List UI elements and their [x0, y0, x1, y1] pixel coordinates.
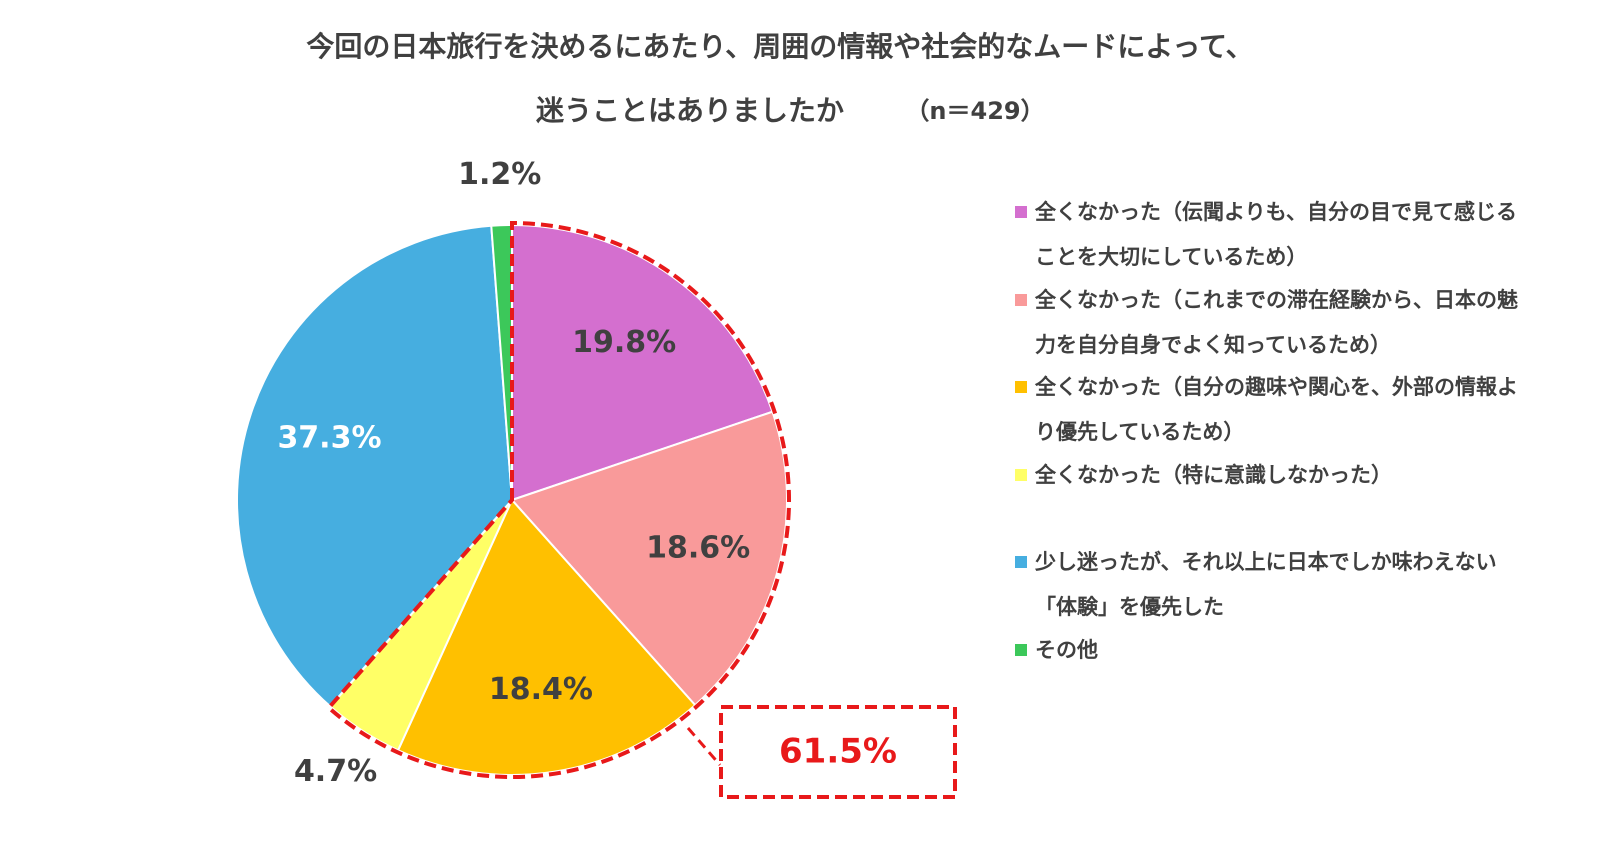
legend-swatch	[1015, 206, 1027, 218]
legend-label: 全くなかった（これまでの滞在経験から、日本の魅力を自分自身でよく知っているため）	[1035, 287, 1518, 357]
highlight-outline	[325, 220, 791, 779]
pie-slice	[235, 224, 514, 708]
legend-label: 全くなかった（伝聞よりも、自分の目で見て感じることを大切にしているため）	[1035, 200, 1517, 269]
legend-item: 全くなかった（伝聞よりも、自分の目で見て感じることを大切にしているため）	[1015, 190, 1525, 280]
chart-title: 今回の日本旅行を決めるにあたり、周囲の情報や社会的なムードによって、	[306, 30, 1253, 63]
legend-label: 全くなかった（自分の趣味や関心を、外部の情報より優先しているため）	[1035, 375, 1518, 444]
legend-item: 全くなかった（自分の趣味や関心を、外部の情報より優先しているため）	[1015, 365, 1525, 455]
pie-slice	[396, 498, 697, 776]
legend-label: その他	[1035, 637, 1098, 662]
legend-item: 全くなかった（これまでの滞在経験から、日本の魅力を自分自身でよく知っているため）	[1015, 278, 1525, 368]
callout-connector	[686, 727, 722, 766]
data-label: 18.4%	[489, 672, 593, 707]
data-label: 1.2%	[458, 157, 541, 192]
legend-label: 全くなかった（特に意識しなかった）	[1035, 462, 1392, 487]
legend-item: 全くなかった（特に意識しなかった）	[1015, 453, 1525, 498]
legend-item: その他	[1015, 628, 1525, 673]
chart-subtitle: 迷うことはありましたか	[536, 94, 844, 127]
legend-label: 少し迷ったが、それ以上に日本でしか味わえない「体験」を優先した	[1035, 550, 1497, 619]
data-label: 19.8%	[572, 325, 676, 360]
legend-item: 少し迷ったが、それ以上に日本でしか味わえない「体験」を優先した	[1015, 540, 1525, 630]
legend-swatch	[1015, 381, 1027, 393]
pie-slice	[511, 223, 774, 502]
legend-swatch	[1015, 643, 1027, 656]
callout-text: 61.5%	[779, 732, 897, 772]
legend-swatch	[1015, 468, 1027, 481]
data-label: 18.6%	[646, 531, 750, 566]
legend-swatch	[1015, 293, 1027, 306]
sample-note: （n＝429）	[905, 97, 1044, 125]
data-label: 4.7%	[294, 754, 377, 789]
callout-box	[719, 705, 957, 799]
data-label: 37.3%	[277, 420, 381, 455]
legend-swatch	[1015, 556, 1027, 568]
